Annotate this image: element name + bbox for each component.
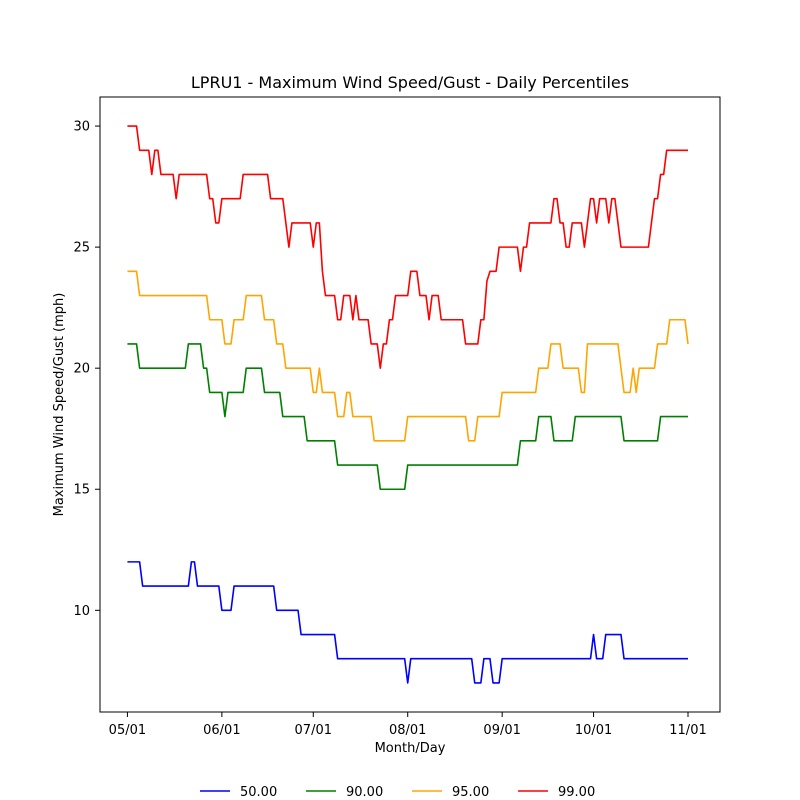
series-line-90-00: [127, 343, 689, 491]
y-axis-label: Maximum Wind Speed/Gust (mph): [52, 293, 67, 517]
legend-label: 99.00: [558, 785, 595, 800]
plot-area-frame: [99, 96, 721, 713]
x-tick-label: 07/01: [295, 723, 332, 738]
y-tick-label: 10: [73, 604, 90, 619]
series-line-95-00: [127, 270, 689, 442]
x-tick-label: 10/01: [575, 723, 612, 738]
series-line-50-00: [127, 561, 689, 684]
y-tick-label: 25: [73, 241, 90, 256]
legend: 50.00 90.00 95.00 99.00: [200, 785, 595, 800]
x-tick-label: 08/01: [389, 723, 426, 738]
chart-title: LPRU1 - Maximum Wind Speed/Gust - Daily …: [191, 73, 629, 92]
x-tick-label: 09/01: [483, 723, 520, 738]
x-axis-label: Month/Day: [375, 741, 446, 756]
x-tick-label: 11/01: [669, 723, 706, 738]
legend-label: 90.00: [346, 785, 383, 800]
legend-label: 50.00: [240, 785, 277, 800]
x-tick-label: 05/01: [109, 723, 146, 738]
legend-label: 95.00: [452, 785, 489, 800]
y-axis: 10 15 20 25 30: [73, 120, 100, 619]
x-axis: 05/01 06/01 07/01 08/01 09/01 10/01 11/01: [109, 712, 707, 738]
series-line-99-00: [127, 125, 689, 369]
y-tick-label: 15: [73, 483, 90, 498]
y-tick-label: 30: [73, 120, 90, 135]
x-tick-label: 06/01: [203, 723, 240, 738]
series-layer: [127, 125, 689, 684]
y-tick-label: 20: [73, 362, 90, 377]
